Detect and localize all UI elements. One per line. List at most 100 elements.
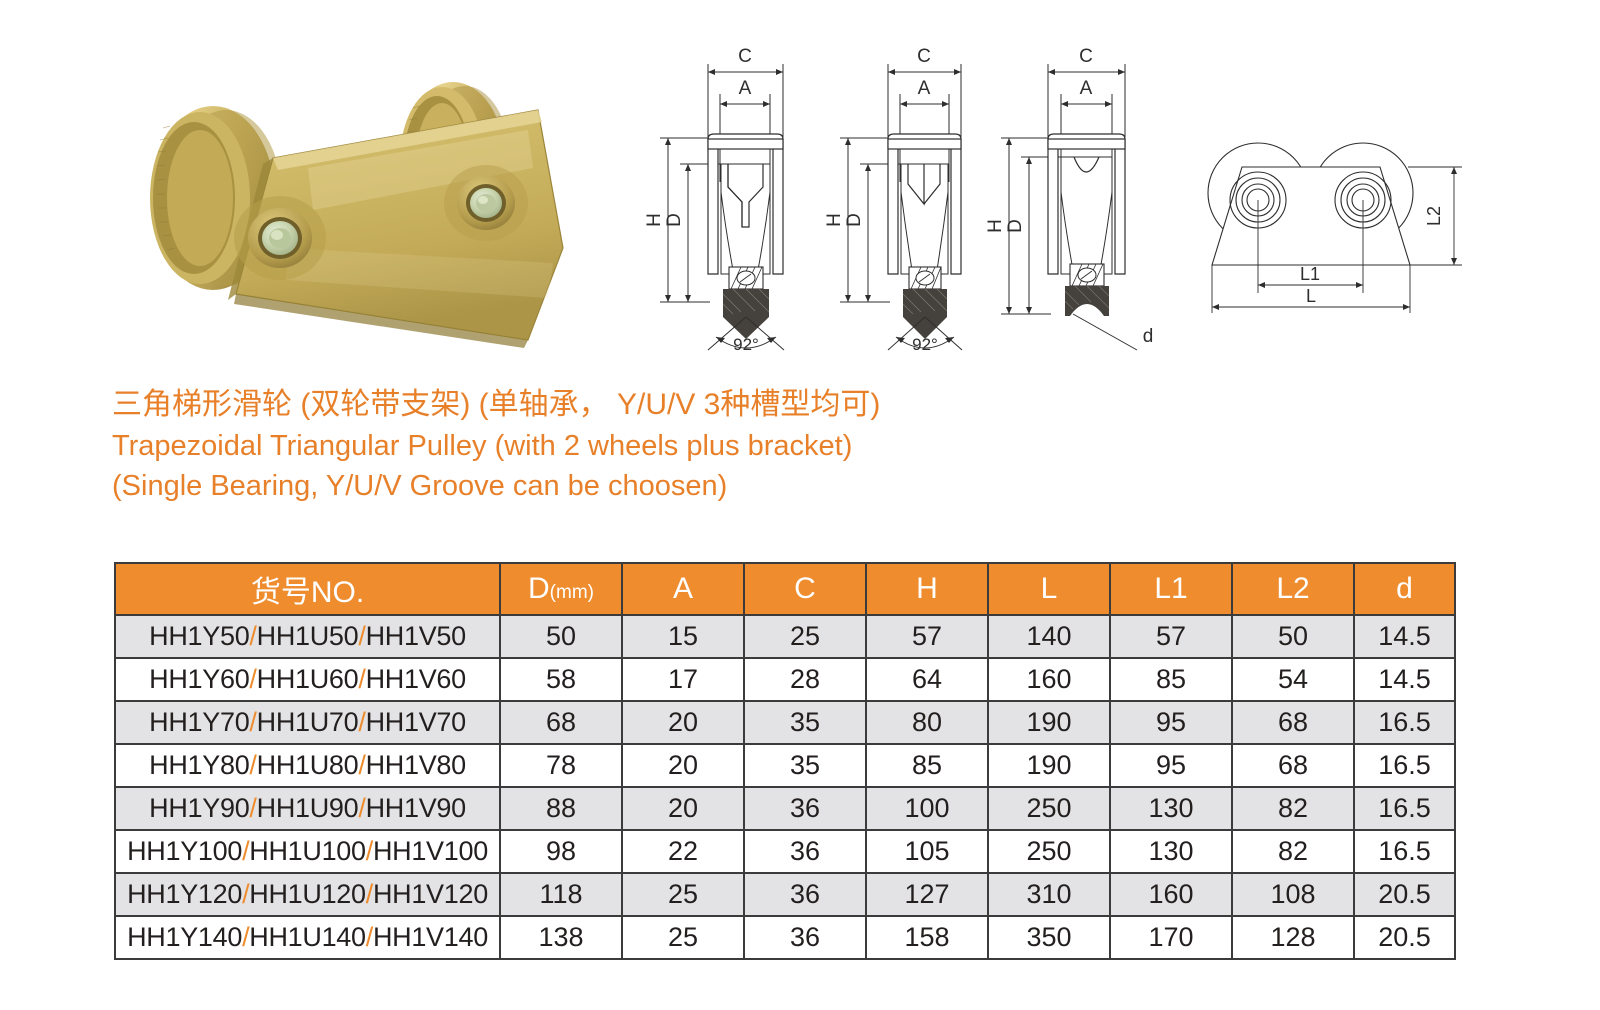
part-v: HH1V80 [365,750,467,780]
cell-L2: 82 [1231,786,1355,831]
cell-A: 22 [621,829,745,874]
title-english-line2: (Single Bearing, Y/U/V Groove can be cho… [112,470,728,502]
cell-L1: 170 [1109,915,1233,960]
part-y: HH1Y80 [149,750,250,780]
separator-slash: / [365,879,374,909]
table-body: HH1Y50/HH1U50/HH1V50 50 15 25 57 140 57 50 14.5 H… [114,614,1456,960]
cell-H: 127 [865,872,989,917]
cell-C: 36 [743,915,867,960]
cell-L: 250 [987,829,1111,874]
header-L2: L2 [1231,562,1355,616]
title-block: 三角梯形滑轮 (双轮带支架) (单轴承， Y/U/V 3种槽型均可) Trape… [112,390,1212,501]
label-a: A [918,78,931,99]
cell-D: 68 [499,700,623,745]
separator-slash: / [249,793,257,823]
cell-A: 25 [621,915,745,960]
label-a: A [739,78,752,99]
part-v: HH1V90 [365,793,467,823]
part-y: HH1Y50 [149,621,250,651]
cell-C: 25 [743,614,867,659]
specification-table: 货号NO. D(mm) A C H L L1 L2 d HH1Y50/HH1U5… [114,562,1456,960]
cell-C: 36 [743,829,867,874]
cell-L: 250 [987,786,1111,831]
cell-L2: 108 [1231,872,1355,917]
label-c: C [917,46,931,67]
header-d: d [1353,562,1456,616]
header-part-number: 货号NO. [114,562,501,616]
cell-L: 350 [987,915,1111,960]
part-u: HH1U50 [256,621,359,651]
title-chinese: 三角梯形滑轮 (双轮带支架) (单轴承， Y/U/V 3种槽型均可) [112,388,881,421]
separator-slash: / [249,707,257,737]
label-l: L [1306,286,1316,306]
separator-slash: / [242,836,250,866]
cell-d: 16.5 [1353,829,1456,874]
cell-d: 20.5 [1353,915,1456,960]
label-angle: 92° [733,335,759,352]
header-D-unit: (mm) [549,582,594,603]
cell-L1: 160 [1109,872,1233,917]
separator-slash: / [365,836,374,866]
part-v: HH1V70 [365,707,467,737]
cell-d: 16.5 [1353,786,1456,831]
header-H: H [865,562,989,616]
table-row: HH1Y120/HH1U120/HH1V120 118 25 36 127 310 160 1… [114,872,1456,917]
cell-part-numbers: HH1Y50/HH1U50/HH1V50 [114,614,501,659]
part-u: HH1U120 [249,879,366,909]
cell-L1: 130 [1109,829,1233,874]
part-u: HH1U80 [256,750,359,780]
cell-C: 35 [743,743,867,788]
photo-left-bolt [234,196,326,280]
cell-D: 138 [499,915,623,960]
cell-H: 85 [865,743,989,788]
table-row: HH1Y90/HH1U90/HH1V90 88 20 36 100 250 130 82 16.… [114,786,1456,831]
cell-L2: 128 [1231,915,1355,960]
part-y: HH1Y60 [149,664,250,694]
part-u: HH1U140 [249,922,366,952]
table-row: HH1Y50/HH1U50/HH1V50 50 15 25 57 140 57 50 14.5 [114,614,1456,659]
cell-H: 57 [865,614,989,659]
cell-L2: 54 [1231,657,1355,702]
cell-D: 88 [499,786,623,831]
cell-L1: 95 [1109,743,1233,788]
header-A: A [621,562,745,616]
cell-A: 20 [621,743,745,788]
cell-part-numbers: HH1Y90/HH1U90/HH1V90 [114,786,501,831]
part-y: HH1Y90 [149,793,250,823]
product-photo [108,48,568,348]
cell-A: 17 [621,657,745,702]
part-v: HH1V50 [365,621,467,651]
table-row: HH1Y80/HH1U80/HH1V80 78 20 35 85 190 95 68 16.5 [114,743,1456,788]
top-illustration-area: C A H D 92° [108,42,1480,354]
cell-part-numbers: HH1Y100/HH1U100/HH1V100 [114,829,501,874]
part-v: HH1V60 [365,664,467,694]
drawing-front-view: L1 L L2 [1170,125,1480,325]
part-u: HH1U70 [256,707,359,737]
cell-d: 16.5 [1353,700,1456,745]
cell-L2: 82 [1231,829,1355,874]
cell-L2: 50 [1231,614,1355,659]
cell-D: 118 [499,872,623,917]
cell-D: 78 [499,743,623,788]
part-v: HH1V120 [372,879,488,909]
part-y: HH1Y120 [127,879,243,909]
separator-slash: / [358,664,366,694]
cell-part-numbers: HH1Y140/HH1U140/HH1V140 [114,915,501,960]
label-a: A [1080,78,1093,99]
label-d: D [1005,219,1026,233]
drawing-u-groove: C A H D 92° [818,42,1008,354]
label-h: H [985,219,1006,233]
cell-d: 14.5 [1353,657,1456,702]
label-d: D [664,213,685,227]
label-d: D [844,213,865,227]
cell-d: 14.5 [1353,614,1456,659]
cell-part-numbers: HH1Y120/HH1U120/HH1V120 [114,872,501,917]
cell-L: 140 [987,614,1111,659]
cell-D: 50 [499,614,623,659]
cell-L1: 130 [1109,786,1233,831]
label-small-d: d [1143,326,1154,347]
header-D: D(mm) [499,562,623,616]
drawing-v-groove: C A H D d [985,42,1175,352]
cell-D: 98 [499,829,623,874]
cell-d: 20.5 [1353,872,1456,917]
